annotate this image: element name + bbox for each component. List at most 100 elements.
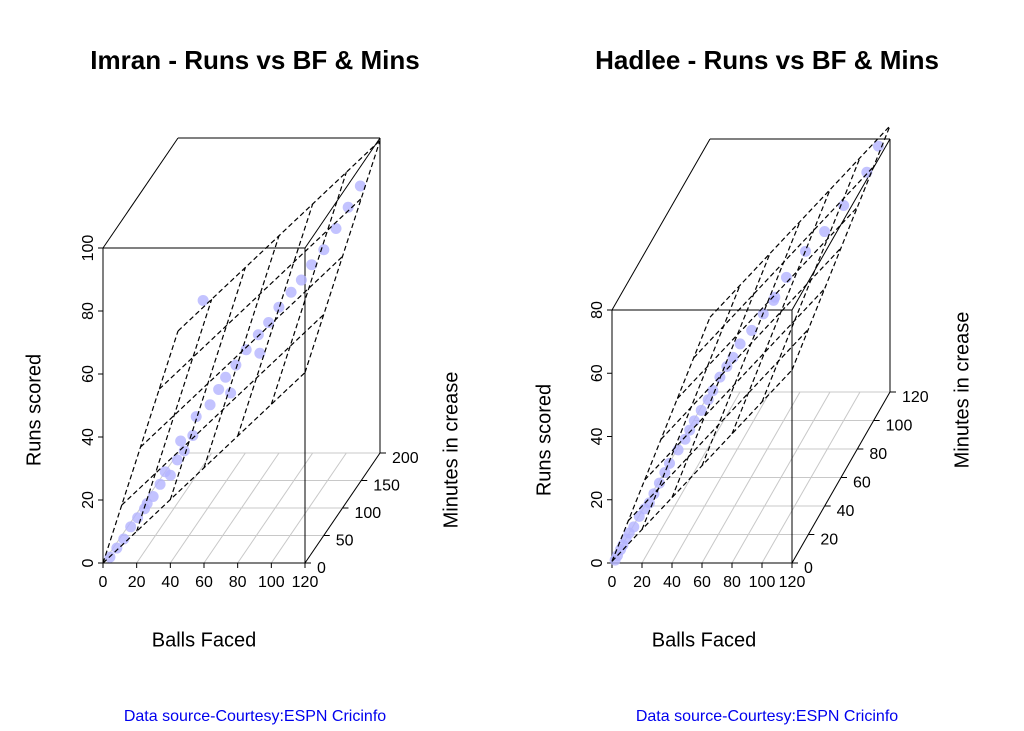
- z-tick-label: 60: [80, 365, 97, 383]
- point: [175, 435, 187, 447]
- chart-title: Imran - Runs vs BF & Mins: [90, 45, 419, 75]
- point: [306, 259, 318, 271]
- point: [171, 454, 183, 466]
- box-edge: [304, 452, 381, 564]
- y-tick-label: 40: [837, 503, 855, 520]
- point: [254, 347, 266, 359]
- y-tick-label: 80: [869, 446, 887, 463]
- chart-title: Hadlee - Runs vs BF & Mins: [595, 45, 939, 75]
- point: [707, 385, 719, 397]
- fit-plane-line: [121, 314, 325, 506]
- x-tick-label: 20: [128, 574, 146, 591]
- x-tick-label: 100: [749, 574, 776, 591]
- x-axis-label: Balls Faced: [652, 629, 757, 651]
- point: [132, 512, 144, 524]
- z-tick-label: 80: [589, 301, 606, 319]
- x-tick-label: 0: [608, 574, 617, 591]
- x-tick-label: 40: [663, 574, 681, 591]
- point: [746, 324, 758, 336]
- point: [653, 477, 665, 489]
- caption: Data source-Courtesy:ESPN Cricinfo: [636, 708, 898, 725]
- x-tick-label: 60: [693, 574, 711, 591]
- fit-plane-line: [140, 256, 343, 448]
- point: [861, 166, 873, 178]
- point: [695, 404, 707, 416]
- point: [342, 201, 354, 213]
- y-tick-label: 100: [886, 418, 913, 435]
- point: [684, 424, 696, 436]
- point: [178, 445, 190, 457]
- y-tick-label: 60: [853, 475, 871, 492]
- point: [154, 478, 166, 490]
- fit-plane-line: [660, 247, 842, 440]
- point: [702, 394, 714, 406]
- fit-plane-line: [102, 372, 306, 564]
- point: [734, 338, 746, 350]
- point: [263, 317, 275, 329]
- fit-plane-line: [611, 369, 793, 562]
- box-edge: [791, 391, 891, 564]
- z-tick-label: 20: [589, 491, 606, 509]
- fit-plane-line: [304, 140, 381, 373]
- y-tick-label: 200: [392, 450, 419, 467]
- fit-plane-line: [693, 166, 875, 359]
- fit-plane-line: [671, 253, 771, 498]
- fit-plane-line: [731, 189, 831, 435]
- x-tick-label: 120: [292, 574, 319, 591]
- z-axis-label: Runs scored: [23, 354, 45, 466]
- fit-plane-line: [676, 206, 858, 400]
- point: [780, 271, 792, 283]
- point: [330, 223, 342, 234]
- fit-plane-line: [791, 125, 891, 371]
- y-axis-label: Minutes in crease: [440, 372, 462, 529]
- fit-plane-line: [644, 288, 826, 481]
- x-tick-label: 40: [161, 574, 179, 591]
- caption: Data source-Courtesy:ESPN Cricinfo: [124, 708, 386, 725]
- point: [727, 351, 739, 363]
- x-tick-label: 20: [633, 574, 651, 591]
- point: [664, 457, 675, 469]
- x-tick-label: 80: [229, 574, 247, 591]
- x-tick-label: 120: [779, 574, 806, 591]
- fit-plane-line: [177, 140, 381, 332]
- box-edge: [611, 138, 711, 311]
- point: [872, 140, 884, 152]
- point: [628, 521, 640, 533]
- y-tick-label: 150: [373, 478, 400, 495]
- point: [768, 294, 779, 306]
- point: [819, 226, 831, 238]
- point: [111, 542, 123, 554]
- point: [838, 199, 850, 211]
- fit-plane-line: [627, 328, 809, 522]
- point: [285, 286, 297, 298]
- z-tick-label: 0: [589, 558, 606, 567]
- z-tick-label: 0: [80, 558, 97, 567]
- point: [679, 433, 691, 445]
- point: [659, 467, 671, 478]
- z-axis-label: Runs scored: [533, 384, 555, 496]
- x-tick-label: 0: [99, 574, 108, 591]
- point: [125, 521, 137, 533]
- point: [318, 244, 330, 256]
- point: [220, 371, 232, 383]
- fit-plane-line: [158, 198, 362, 390]
- fit-plane-line: [709, 125, 891, 318]
- point: [118, 533, 130, 545]
- point: [688, 415, 700, 427]
- point: [230, 359, 242, 371]
- fit-plane-line: [270, 172, 347, 405]
- y-tick-label: 50: [336, 533, 354, 550]
- x-tick-label: 100: [258, 574, 285, 591]
- x-tick-label: 60: [195, 574, 213, 591]
- y-tick-label: 120: [902, 389, 929, 406]
- x-axis-label: Balls Faced: [152, 629, 257, 651]
- y-tick-label: 100: [355, 505, 382, 522]
- point: [190, 411, 202, 423]
- z-tick-label: 60: [589, 364, 606, 382]
- point: [159, 466, 171, 478]
- y-tick-label: 0: [317, 560, 326, 577]
- point: [252, 329, 264, 341]
- point: [204, 399, 216, 411]
- point: [213, 383, 225, 395]
